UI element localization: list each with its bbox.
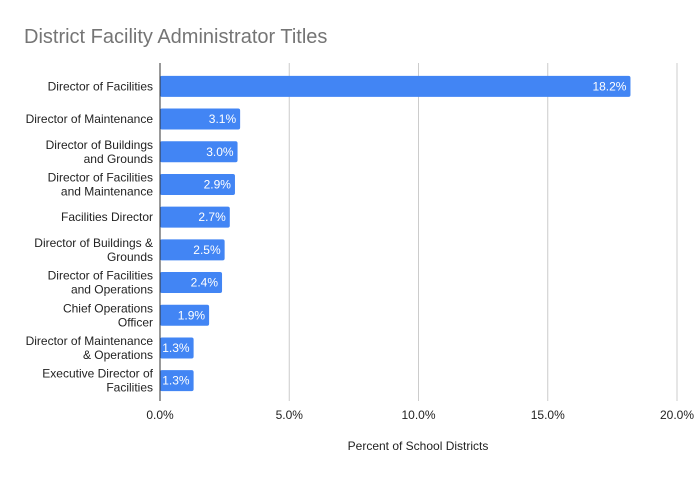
data-label: 2.5%	[193, 243, 221, 257]
bar	[160, 337, 194, 359]
bars: 18.2% 3.1% 3.0% 2.9% 2.7% 2.5% 2.4% 1.9% 1.3% 1.3…	[160, 75, 631, 392]
x-tick-label: 10.0%	[401, 408, 435, 422]
category-label: Director of Facilities	[48, 269, 153, 283]
data-label: 1.3%	[162, 374, 190, 388]
bar	[160, 272, 223, 294]
category-label: Director of Buildings &	[34, 236, 153, 250]
category-labels: Director of Facilities Director of Mainte…	[26, 79, 154, 394]
data-label: 2.4%	[191, 276, 219, 290]
data-label: 1.9%	[178, 308, 206, 322]
x-axis-title: Percent of School Districts	[348, 439, 489, 453]
category-label: Director of Maintenance	[26, 334, 154, 348]
category-label: Facilities Director	[61, 210, 153, 224]
data-label: 2.9%	[204, 177, 232, 191]
data-label: 18.2%	[592, 79, 626, 93]
x-tick-label: 20.0%	[660, 408, 694, 422]
category-label: Director of Facilities	[48, 79, 153, 93]
chart-title: District Facility Administrator Titles	[24, 26, 327, 48]
bar	[160, 239, 225, 261]
category-label: Facilities	[106, 381, 153, 395]
category-label: Officer	[118, 315, 153, 329]
data-label: 1.3%	[162, 341, 190, 355]
category-label: and Grounds	[84, 152, 153, 166]
x-tick-label: 15.0%	[531, 408, 565, 422]
gridlines	[288, 63, 678, 401]
x-tick-label: 0.0%	[146, 408, 174, 422]
data-label: 2.7%	[198, 210, 226, 224]
category-label: and Operations	[71, 283, 153, 297]
x-tick-labels: 0.0% 5.0% 10.0% 15.0% 20.0%	[146, 408, 694, 422]
bar	[160, 304, 210, 326]
bar	[160, 370, 194, 392]
bar	[160, 173, 235, 195]
category-label: Executive Director of	[42, 367, 153, 381]
category-label: Director of Facilities	[48, 170, 153, 184]
category-label: Grounds	[107, 250, 153, 264]
bar	[160, 206, 230, 228]
x-tick-label: 5.0%	[276, 408, 304, 422]
category-label: & Operations	[83, 348, 153, 362]
category-label: Chief Operations	[63, 301, 153, 315]
data-label: 3.0%	[206, 145, 234, 159]
bar	[160, 75, 631, 97]
bar	[160, 141, 238, 163]
category-label: Director of Buildings	[46, 138, 153, 152]
bar	[160, 108, 241, 130]
category-label: Director of Maintenance	[26, 112, 154, 126]
data-label: 3.1%	[209, 112, 237, 126]
category-label: and Maintenance	[61, 184, 153, 198]
